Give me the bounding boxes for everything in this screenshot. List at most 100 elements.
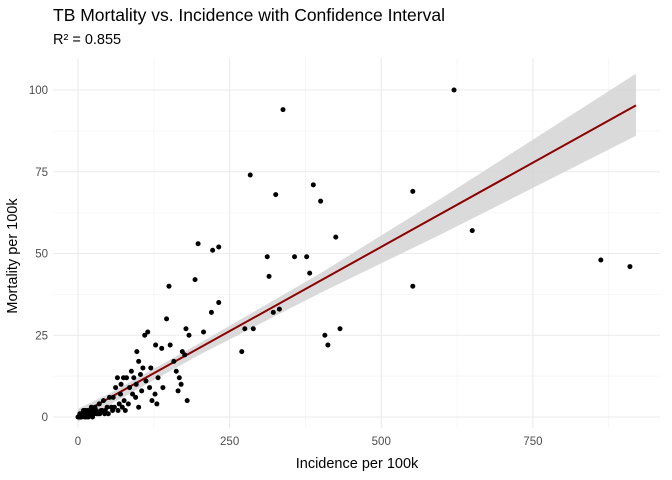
- data-point: [304, 254, 310, 260]
- y-tick-label: 25: [35, 330, 48, 342]
- data-point: [111, 404, 117, 410]
- data-point: [307, 270, 313, 276]
- data-point: [105, 411, 111, 417]
- data-point: [182, 352, 188, 358]
- data-point: [116, 401, 122, 407]
- points-layer: [75, 87, 633, 420]
- data-point: [175, 388, 181, 394]
- data-point: [96, 401, 102, 407]
- data-point: [273, 192, 279, 198]
- x-axis-label: Incidence per 100k: [295, 456, 419, 472]
- data-point: [242, 326, 248, 332]
- data-point: [310, 182, 316, 188]
- data-point: [184, 398, 190, 404]
- data-point: [110, 394, 116, 400]
- data-point: [186, 332, 192, 338]
- x-tick-label: 0: [75, 436, 81, 448]
- confidence-band: [78, 73, 636, 422]
- data-point: [337, 326, 343, 332]
- data-point: [114, 375, 120, 381]
- data-point: [154, 401, 160, 407]
- data-point: [325, 342, 331, 348]
- data-point: [292, 254, 298, 260]
- data-point: [97, 411, 103, 417]
- data-point: [178, 381, 184, 387]
- data-point: [117, 391, 123, 397]
- data-point: [133, 394, 139, 400]
- data-point: [159, 345, 165, 351]
- data-point: [160, 385, 166, 391]
- data-point: [451, 87, 457, 93]
- data-point: [122, 407, 128, 413]
- data-point: [125, 401, 131, 407]
- y-axis-ticks: 0 25 50 75 100: [29, 85, 48, 424]
- data-point: [276, 306, 282, 312]
- data-point: [183, 326, 189, 332]
- data-point: [118, 381, 124, 387]
- x-axis-ticks: 0 250 500 750: [75, 436, 543, 448]
- data-point: [264, 254, 270, 260]
- data-point: [201, 329, 207, 335]
- data-point: [143, 378, 149, 384]
- data-point: [410, 283, 416, 289]
- data-point: [166, 283, 172, 289]
- data-point: [87, 411, 93, 417]
- data-point: [155, 375, 161, 381]
- data-point: [333, 234, 339, 240]
- data-point: [239, 349, 245, 355]
- data-point: [216, 300, 222, 306]
- data-point: [75, 414, 81, 420]
- data-point: [128, 368, 134, 374]
- confidence-band-layer: [78, 73, 636, 422]
- data-point: [115, 407, 121, 413]
- data-point: [121, 398, 127, 404]
- y-tick-label: 50: [35, 249, 48, 261]
- data-point: [134, 349, 140, 355]
- data-point: [469, 228, 475, 234]
- data-point: [176, 375, 182, 381]
- data-point: [210, 247, 216, 253]
- data-point: [148, 365, 154, 371]
- data-point: [167, 342, 173, 348]
- data-point: [173, 368, 179, 374]
- data-point: [127, 385, 133, 391]
- data-point: [280, 107, 286, 113]
- data-point: [192, 277, 198, 283]
- data-point: [133, 381, 139, 387]
- chart-subtitle: R² = 0.855: [53, 32, 122, 48]
- data-point: [153, 342, 159, 348]
- data-point: [137, 371, 143, 377]
- x-tick-label: 250: [220, 436, 239, 448]
- data-point: [152, 391, 158, 397]
- data-point: [119, 404, 125, 410]
- data-point: [266, 273, 272, 279]
- data-point: [164, 316, 170, 322]
- y-tick-label: 0: [42, 412, 48, 424]
- data-point: [145, 329, 151, 335]
- data-point: [131, 375, 137, 381]
- x-tick-label: 500: [372, 436, 391, 448]
- data-point: [102, 411, 108, 417]
- data-point: [136, 404, 142, 410]
- data-point: [120, 375, 126, 381]
- data-point: [149, 398, 155, 404]
- data-point: [100, 398, 106, 404]
- data-point: [113, 385, 119, 391]
- grid: [53, 58, 660, 428]
- data-point: [171, 358, 177, 364]
- data-point: [270, 309, 276, 315]
- data-point: [247, 172, 253, 178]
- data-point: [216, 244, 222, 250]
- data-point: [136, 358, 142, 364]
- data-point: [147, 385, 153, 391]
- y-tick-label: 100: [29, 85, 48, 97]
- data-point: [598, 257, 604, 263]
- y-tick-label: 75: [35, 167, 48, 179]
- data-point: [107, 394, 113, 400]
- data-point: [139, 388, 145, 394]
- data-point: [195, 241, 201, 247]
- chart-title: TB Mortality vs. Incidence with Confiden…: [53, 5, 445, 25]
- data-point: [250, 326, 256, 332]
- data-point: [142, 332, 148, 338]
- data-point: [140, 365, 146, 371]
